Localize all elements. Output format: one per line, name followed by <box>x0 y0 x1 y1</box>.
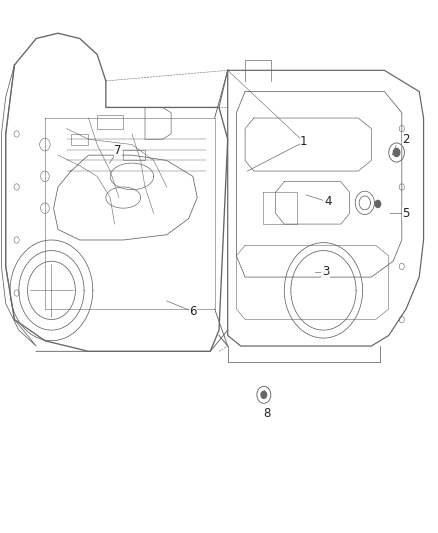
Text: 3: 3 <box>322 265 329 278</box>
Text: 7: 7 <box>114 144 122 157</box>
Circle shape <box>392 148 400 157</box>
Text: 1: 1 <box>300 135 307 148</box>
Circle shape <box>260 391 267 399</box>
Text: 6: 6 <box>189 305 197 318</box>
Circle shape <box>374 200 381 208</box>
Text: 2: 2 <box>403 133 410 146</box>
Bar <box>123 150 145 160</box>
Bar <box>71 134 88 144</box>
Text: 4: 4 <box>324 195 332 208</box>
Text: 8: 8 <box>263 407 271 421</box>
Text: 5: 5 <box>403 207 410 220</box>
Bar <box>97 115 123 128</box>
